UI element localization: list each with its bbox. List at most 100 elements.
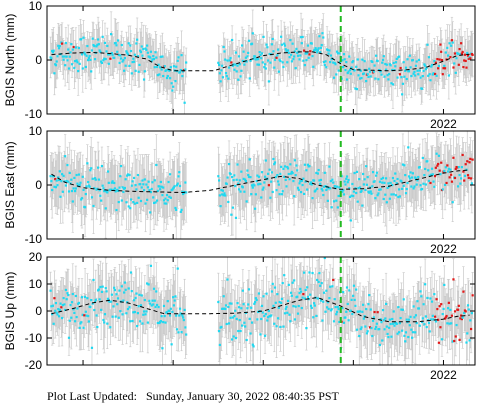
data-point — [374, 197, 377, 200]
data-point — [105, 50, 108, 53]
data-point — [448, 42, 451, 45]
data-point — [144, 202, 147, 205]
data-point — [386, 186, 389, 190]
data-point — [298, 58, 301, 61]
data-point — [310, 183, 313, 186]
recent-data-point — [452, 156, 455, 159]
data-point — [315, 48, 318, 51]
data-point — [85, 185, 88, 188]
data-point — [300, 179, 303, 182]
recent-data-point — [461, 153, 464, 157]
data-point — [251, 186, 254, 189]
data-point — [404, 69, 407, 72]
data-point — [123, 186, 126, 190]
data-point — [55, 60, 58, 63]
data-point — [305, 59, 308, 62]
data-point — [432, 180, 435, 183]
data-point — [146, 51, 149, 54]
data-point — [415, 60, 418, 63]
data-point — [352, 194, 355, 198]
data-point — [93, 44, 96, 48]
data-point — [275, 189, 278, 192]
data-point — [329, 179, 333, 183]
data-point — [92, 204, 95, 208]
data-point — [267, 80, 270, 83]
data-point — [175, 184, 179, 187]
data-point — [316, 172, 320, 175]
data-point — [470, 182, 473, 185]
y-tick-label: 0 — [35, 53, 42, 67]
data-point — [345, 177, 348, 180]
data-point — [419, 76, 422, 79]
data-point — [374, 77, 377, 80]
data-point — [224, 72, 228, 75]
data-point — [335, 73, 338, 76]
data-point — [220, 69, 223, 72]
data-point — [347, 70, 350, 73]
data-point — [103, 57, 106, 60]
data-point — [249, 176, 252, 179]
data-point — [184, 181, 187, 184]
data-point — [126, 174, 129, 177]
data-point — [403, 75, 406, 78]
data-point — [375, 54, 378, 57]
data-point — [227, 66, 231, 69]
data-point — [270, 43, 274, 46]
data-point — [431, 173, 434, 176]
data-point — [319, 46, 323, 49]
data-point — [455, 57, 458, 60]
data-point — [157, 63, 160, 66]
data-point — [347, 178, 350, 182]
data-point — [402, 184, 405, 187]
data-point — [67, 190, 71, 193]
data-point — [131, 180, 134, 183]
data-point — [271, 190, 274, 194]
data-point — [404, 173, 407, 177]
data-point — [459, 53, 462, 56]
data-point — [116, 50, 119, 53]
data-point — [330, 206, 333, 209]
data-point — [90, 167, 93, 170]
data-point — [377, 78, 380, 81]
data-point — [164, 197, 167, 200]
data-point — [285, 49, 288, 52]
data-point — [124, 178, 127, 181]
data-point — [76, 182, 79, 185]
data-point — [120, 199, 123, 202]
data-point — [379, 70, 382, 73]
recent-data-point — [469, 57, 472, 60]
data-point — [381, 176, 385, 180]
data-point — [404, 66, 408, 69]
data-point — [225, 182, 228, 186]
data-point — [277, 183, 280, 186]
data-point — [223, 192, 226, 195]
y-tick-label: -10 — [25, 107, 43, 121]
data-point — [439, 173, 442, 176]
data-point — [131, 60, 134, 64]
data-point — [102, 187, 105, 190]
recent-data-point — [460, 42, 463, 45]
data-point — [114, 190, 117, 193]
data-point — [171, 89, 174, 92]
data-point — [117, 53, 120, 57]
data-point — [348, 55, 351, 58]
data-point — [430, 173, 433, 176]
data-point — [158, 185, 161, 188]
data-point — [460, 166, 463, 169]
data-point — [156, 74, 159, 77]
data-point — [117, 200, 120, 204]
data-point — [111, 180, 114, 183]
data-point — [244, 178, 247, 181]
data-point — [256, 63, 259, 66]
data-point — [80, 198, 83, 201]
data-point — [243, 190, 246, 193]
data-point — [273, 66, 276, 69]
data-point — [381, 61, 384, 64]
data-point — [329, 187, 332, 190]
data-point — [235, 70, 238, 73]
recent-data-point — [450, 180, 454, 183]
data-point — [142, 189, 146, 192]
data-point — [288, 56, 291, 59]
data-point — [426, 43, 429, 46]
data-point — [65, 55, 68, 58]
